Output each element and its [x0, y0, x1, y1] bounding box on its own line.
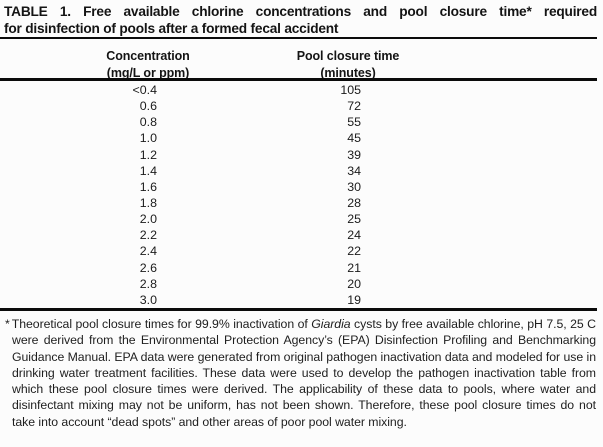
- concentration-value: 1.6: [139, 179, 157, 194]
- concentration-value: 1.8: [139, 195, 157, 210]
- closure-time-value: 30: [347, 179, 361, 194]
- concentration-value: 2.8: [139, 276, 157, 291]
- concentration-value: 0.6: [139, 99, 157, 114]
- closure-time-value: 39: [347, 147, 361, 162]
- column-header-concentration: Concentration (mg/L or ppm): [48, 48, 248, 81]
- closure-time-value: 55: [347, 115, 361, 130]
- table-row: 2.8 20: [0, 276, 603, 292]
- column-header-label: Concentration: [106, 49, 190, 63]
- column-header-unit: (minutes): [320, 65, 376, 80]
- concentration-value: 3.0: [139, 292, 157, 307]
- table-row: 0.8 55: [0, 114, 603, 130]
- table-row: <0.4 105: [0, 82, 603, 98]
- table-row: 2.0 25: [0, 211, 603, 227]
- closure-time-value: 45: [347, 131, 361, 146]
- table-row: 1.4 34: [0, 163, 603, 179]
- concentration-value: 1.2: [139, 147, 157, 162]
- table-row: 1.0 45: [0, 130, 603, 146]
- table-row: 1.2 39: [0, 147, 603, 163]
- column-header-closure-time: Pool closure time (minutes): [248, 48, 448, 81]
- table-row: 1.8 28: [0, 195, 603, 211]
- closure-time-value: 105: [340, 83, 361, 97]
- table-row: 2.4 22: [0, 243, 603, 259]
- closure-time-value: 22: [347, 244, 361, 259]
- table-bottom-rule: [0, 308, 597, 311]
- closure-time-value: 28: [347, 195, 361, 210]
- column-header-label: Pool closure time: [296, 49, 400, 63]
- table-row: 2.2 24: [0, 227, 603, 243]
- table-title-line2: for disinfection of pools after a formed…: [4, 21, 339, 36]
- table-row: 2.6 21: [0, 260, 603, 276]
- title-divider-rule: [0, 37, 597, 39]
- header-divider-rule: [0, 78, 597, 81]
- table-row: 0.6 72: [0, 98, 603, 114]
- closure-time-value: 20: [347, 276, 361, 291]
- concentration-value: 2.0: [139, 212, 157, 227]
- concentration-value: 1.4: [139, 163, 157, 178]
- table-body: <0.4 105 0.6 72 0.8 55 1.0 45 1.2 39 1.4 34 1.…: [0, 82, 603, 308]
- closure-time-value: 34: [347, 163, 361, 178]
- footnote-text: cysts by free available chlorine, pH 7.5…: [12, 317, 596, 429]
- column-header-unit: (mg/L or ppm): [106, 65, 190, 80]
- concentration-value: 0.8: [139, 115, 157, 130]
- closure-time-value: 72: [347, 99, 361, 114]
- concentration-value: 2.4: [139, 244, 157, 259]
- footnote: * Theoretical pool closure times for 99.9…: [5, 316, 596, 430]
- concentration-value: 2.2: [139, 228, 157, 243]
- footnote-italic-term: Giardia: [311, 317, 351, 331]
- closure-time-value: 24: [347, 228, 361, 243]
- footnote-text: Theoretical pool closure times for 99.9%…: [11, 317, 312, 331]
- concentration-value: <0.4: [132, 83, 157, 97]
- closure-time-value: 25: [347, 212, 361, 227]
- table-row: 3.0 19: [0, 292, 603, 308]
- closure-time-value: 19: [347, 292, 361, 307]
- closure-time-value: 21: [347, 260, 361, 275]
- table-title-line1: TABLE 1. Free available chlorine concent…: [4, 4, 597, 19]
- concentration-value: 2.6: [139, 260, 157, 275]
- table-row: 1.6 30: [0, 179, 603, 195]
- footnote-marker: *: [5, 317, 10, 331]
- concentration-value: 1.0: [139, 131, 157, 146]
- table-title: TABLE 1. Free available chlorine concent…: [4, 3, 597, 37]
